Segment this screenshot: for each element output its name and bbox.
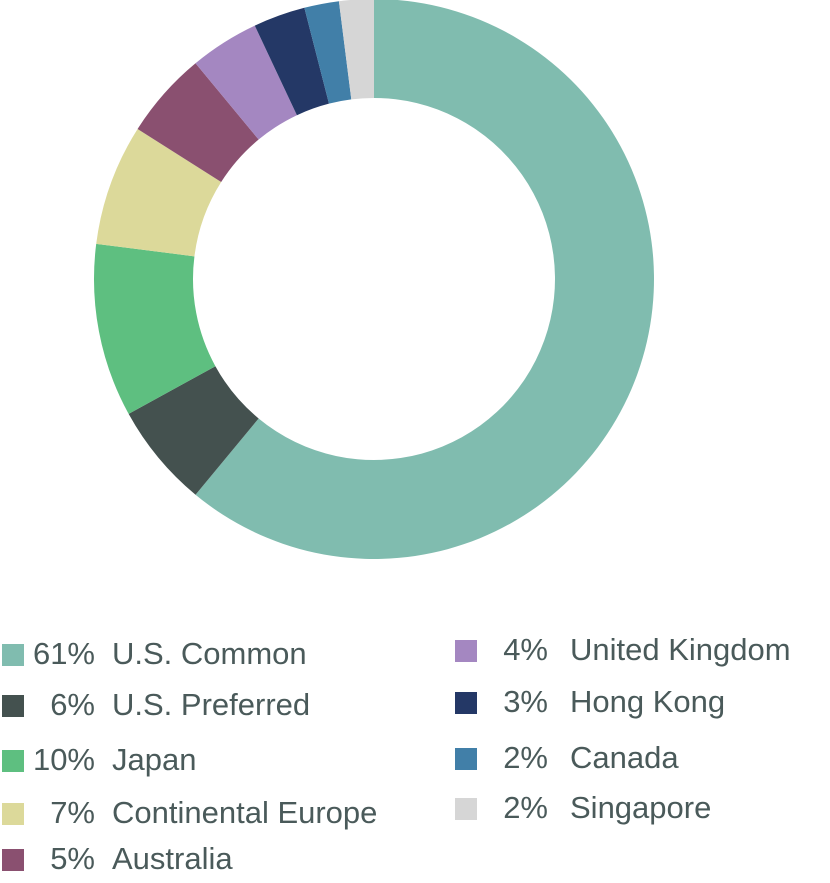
- donut-segment: [94, 243, 216, 414]
- legend-value: 10%: [33, 742, 95, 777]
- legend-swatch: [2, 750, 24, 772]
- legend-label: Canada: [570, 740, 679, 775]
- legend-label: Hong Kong: [570, 684, 725, 719]
- legend-label: Singapore: [570, 790, 711, 825]
- legend-value: 3%: [503, 684, 548, 719]
- legend-value: 6%: [50, 687, 95, 722]
- legend-label: United Kingdom: [570, 632, 791, 667]
- legend-swatch: [455, 748, 477, 770]
- legend-value: 61%: [33, 636, 95, 671]
- legend-swatch: [455, 692, 477, 714]
- legend-value: 2%: [503, 790, 548, 825]
- donut-segment: [338, 0, 374, 100]
- legend-swatch: [2, 849, 24, 871]
- legend-label: U.S. Common: [112, 636, 307, 671]
- donut-segment: [195, 0, 654, 559]
- donut-segment: [96, 128, 222, 257]
- legend-value: 2%: [503, 740, 548, 775]
- legend-swatch: [455, 640, 477, 662]
- legend-value: 4%: [503, 632, 548, 667]
- donut-segment: [254, 7, 329, 116]
- legend-value: 5%: [50, 841, 95, 876]
- donut-segment: [128, 366, 259, 495]
- legend-label: Australia: [112, 841, 233, 876]
- donut-segment: [137, 63, 259, 183]
- legend-swatch: [2, 644, 24, 666]
- legend-label: Japan: [112, 742, 196, 777]
- donut-segment: [195, 25, 297, 140]
- legend-swatch: [455, 798, 477, 820]
- legend-label: U.S. Preferred: [112, 687, 310, 722]
- legend-label: Continental Europe: [112, 795, 377, 830]
- legend-value: 7%: [50, 795, 95, 830]
- legend-swatch: [2, 803, 24, 825]
- legend-swatch: [2, 695, 24, 717]
- donut-segment: [304, 1, 352, 104]
